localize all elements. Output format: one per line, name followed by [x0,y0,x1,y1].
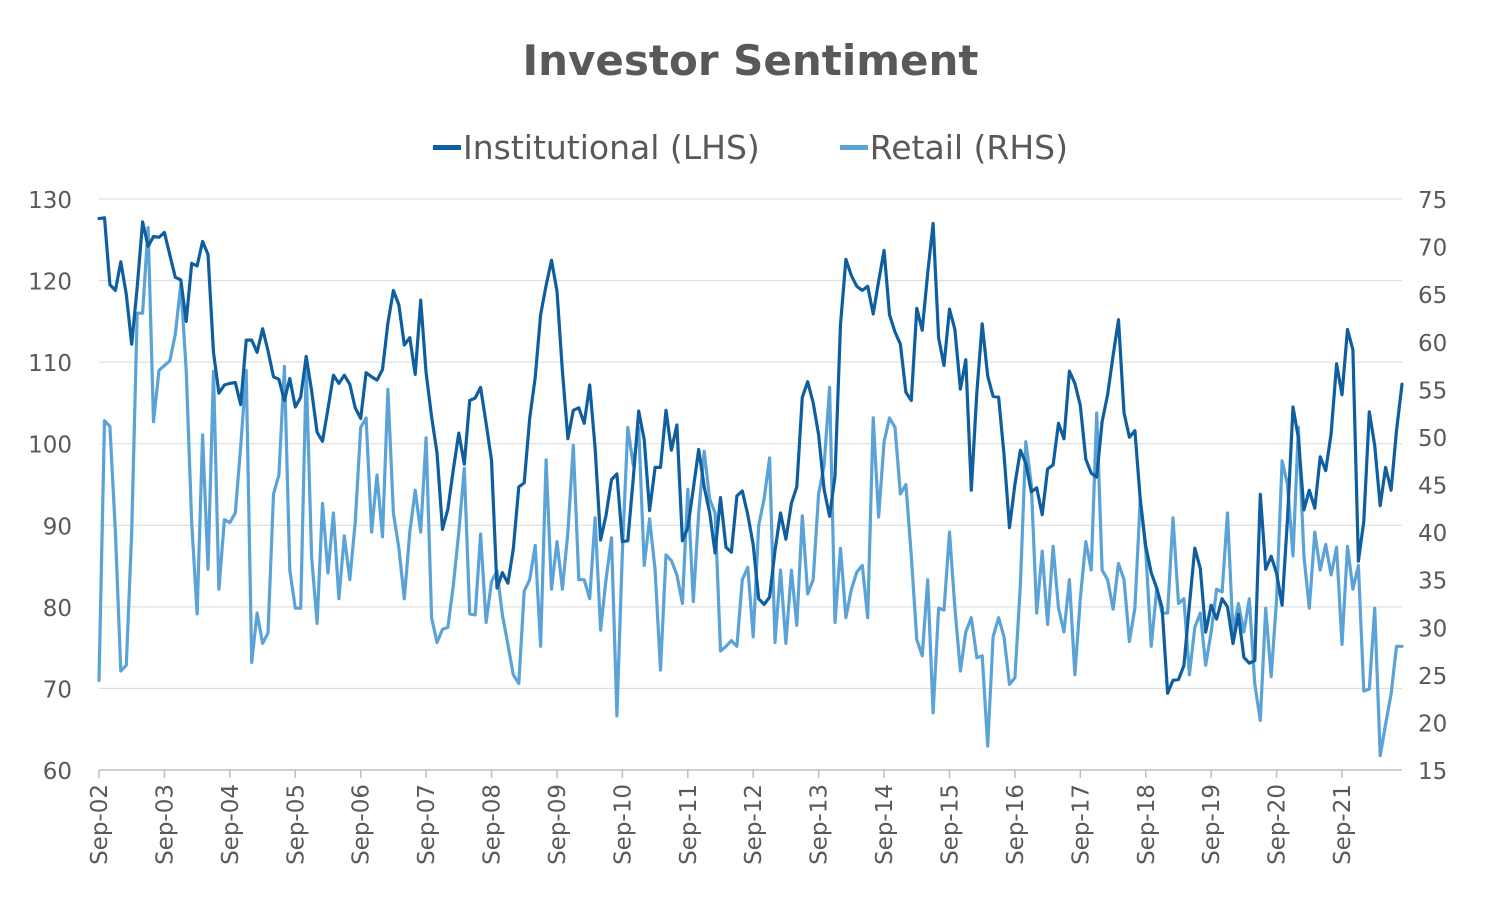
legend-label-institutional: Institutional (LHS) [463,128,760,167]
x-tick-label: Sep-16 [1003,784,1029,865]
right-tick-label: 15 [1418,759,1447,785]
right-tick-label: 50 [1418,426,1447,452]
x-tick-label: Sep-11 [676,784,702,865]
x-tick-label: Sep-06 [349,784,375,865]
x-tick-label: Sep-18 [1134,784,1160,865]
left-tick-label: 110 [28,351,72,377]
left-tick-label: 130 [28,188,72,214]
right-tick-label: 25 [1418,664,1447,690]
right-tick-label: 55 [1418,378,1447,404]
x-tick-label: Sep-13 [807,784,833,865]
x-tick-label: Sep-17 [1068,784,1094,865]
left-tick-label: 100 [28,433,72,459]
legend-entry-retail: Retail (RHS) [839,128,1068,167]
x-tick-label: Sep-21 [1330,784,1356,865]
left-tick-label: 80 [43,596,72,622]
series-line-retail [97,226,1404,758]
x-tick-label: Sep-08 [480,784,506,865]
x-tick-label: Sep-15 [937,784,963,865]
x-tick-label: Sep-09 [545,784,571,865]
right-tick-label: 30 [1418,616,1447,642]
right-tick-label: 70 [1418,236,1447,262]
x-tick-label: Sep-03 [152,784,178,865]
x-tick-label: Sep-05 [283,784,309,865]
x-tick-label: Sep-20 [1265,784,1291,865]
legend: Institutional (LHS) Retail (RHS) [0,128,1501,167]
right-tick-label: 45 [1418,474,1447,500]
right-tick-label: 60 [1418,331,1447,357]
right-tick-label: 35 [1418,569,1447,595]
x-tick-label: Sep-12 [741,784,767,865]
x-tick-label: Sep-07 [414,784,440,865]
x-tick-label: Sep-14 [872,784,898,865]
left-tick-label: 90 [43,514,72,540]
x-tick-label: Sep-10 [610,784,636,865]
left-tick-label: 60 [43,759,72,785]
chart-title: Investor Sentiment [522,36,979,85]
right-tick-label: 65 [1418,283,1447,309]
x-tick-label: Sep-02 [87,784,113,865]
x-tick-label: Sep-19 [1199,784,1225,865]
right-tick-label: 75 [1418,188,1447,214]
legend-label-retail: Retail (RHS) [869,128,1068,167]
left-tick-label: 70 [43,677,72,703]
legend-entry-institutional: Institutional (LHS) [433,128,760,167]
legend-swatch-retail [839,145,868,150]
x-tick-label: Sep-04 [218,784,244,865]
left-tick-label: 120 [28,270,72,296]
series-line-institutional [97,216,1404,695]
right-tick-label: 40 [1418,521,1447,547]
right-tick-label: 20 [1418,711,1447,737]
legend-swatch-institutional [433,145,461,150]
